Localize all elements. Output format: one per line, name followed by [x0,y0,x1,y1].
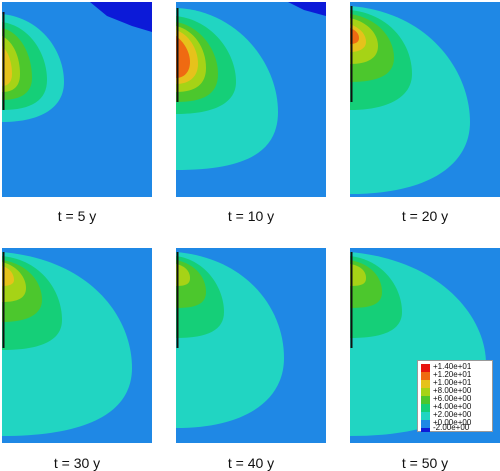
legend-swatch [421,364,430,372]
legend-entry: +6.00e+00 [421,394,493,404]
legend-label: +1.20e+01 [433,370,472,379]
panel-caption: t = 40 y [227,455,275,471]
legend-label: +8.00e+00 [433,386,472,395]
contour-panel-t5 [2,2,152,197]
legend-swatch [421,388,430,396]
legend-entry: +8.00e+00 [421,386,493,396]
legend-entry: -2.00e+00 [421,423,493,432]
panel-caption: t = 5 y [57,208,97,224]
panel-caption: t = 50 y [401,455,449,471]
legend-entry: +1.00e+01 [421,378,493,388]
legend-swatch [421,412,430,420]
legend-entry: +1.40e+01 [421,362,493,372]
legend-swatch [421,380,430,388]
legend-swatch [421,428,430,432]
legend-label: +4.00e+00 [433,402,472,411]
legend-swatch [421,372,430,380]
legend-swatch [421,420,430,428]
contour-panel-t40 [176,248,326,443]
legend-entry: +4.00e+00 [421,402,493,412]
legend-entry: +2.00e+00 [421,410,493,420]
legend-entry: +1.20e+01 [421,370,493,380]
panel-caption: t = 20 y [401,208,449,224]
contour-panel-t30 [2,248,152,443]
contour-panel-t10 [176,2,326,197]
legend-label: +1.00e+01 [433,378,472,387]
legend-label: -2.00e+00 [433,423,470,432]
legend-label: +0.00e+00 [433,418,472,427]
legend-swatch [421,396,430,404]
contour-panel-t20 [350,2,500,197]
legend-label: +1.40e+01 [433,362,472,371]
color-legend: +1.40e+01 +1.20e+01 +1.00e+01 +8.00e+00 … [417,360,493,432]
legend-label: +2.00e+00 [433,410,472,419]
panel-caption: t = 30 y [53,455,101,471]
legend-entry: +0.00e+00 [421,418,493,428]
panel-caption: t = 10 y [227,208,275,224]
legend-label: +6.00e+00 [433,394,472,403]
legend-swatch [421,404,430,412]
